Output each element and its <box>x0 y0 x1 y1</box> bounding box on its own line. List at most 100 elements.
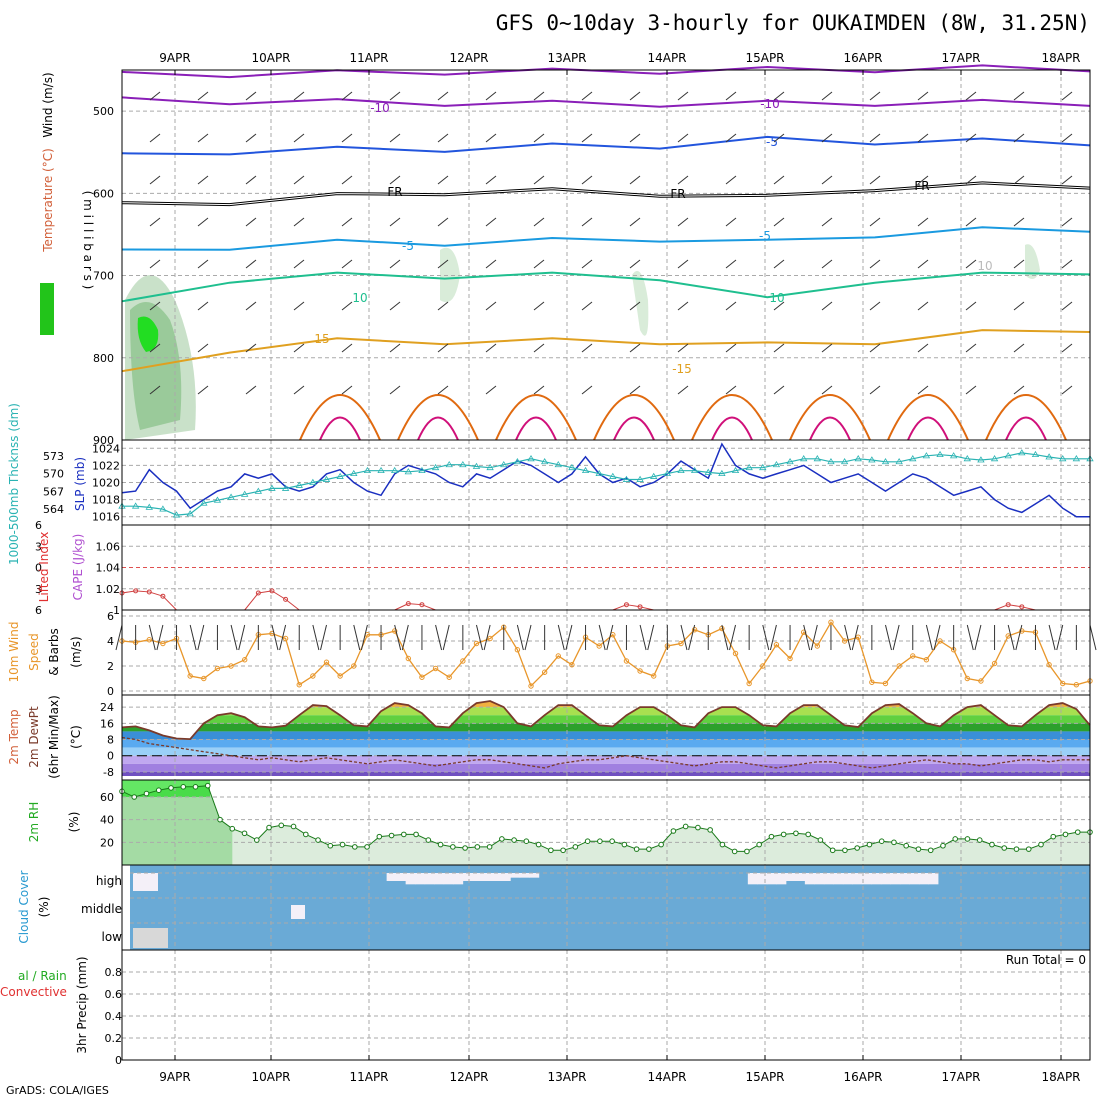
wind-barb <box>677 91 689 101</box>
wind-barb <box>629 301 641 311</box>
wind-barb <box>1061 301 1073 311</box>
cape-marker <box>419 602 425 608</box>
wind-barb-10m <box>1015 624 1023 651</box>
y-axis-label-wind-b: Speed <box>27 633 41 671</box>
cloud-high-gap <box>899 873 910 885</box>
y-tick-cape: 1.06 <box>96 540 121 553</box>
wind-barb <box>341 343 353 353</box>
date-label-bottom: 9APR <box>159 1070 190 1084</box>
rh-marker <box>315 837 321 843</box>
thick-marker <box>963 455 972 462</box>
wind-barb <box>581 259 593 269</box>
wind-barb-10m <box>639 624 647 651</box>
series-line-slp <box>121 442 1090 518</box>
wind-barb <box>293 343 305 353</box>
rh-marker <box>609 838 615 845</box>
wind-barb <box>1013 301 1025 311</box>
cape-marker <box>160 593 166 599</box>
cloud-high-gap <box>491 873 502 881</box>
wind-barb <box>437 217 449 227</box>
wind-barb <box>389 259 401 269</box>
thick-marker <box>254 487 263 494</box>
cape-marker <box>623 602 629 608</box>
wind-barb <box>581 175 593 185</box>
thick-marker <box>650 472 658 479</box>
wind-barb <box>677 343 689 353</box>
cape-line <box>394 603 409 611</box>
wind-barb <box>149 175 161 185</box>
wind-barb-10m <box>769 624 777 651</box>
rh-marker <box>401 831 407 838</box>
wind-barb-10m <box>974 624 982 651</box>
temp-band <box>122 707 1090 716</box>
thick-marker <box>922 452 931 459</box>
wind-speed-marker <box>869 679 875 685</box>
wind-speed-marker <box>732 650 739 657</box>
wind-barb <box>485 91 497 101</box>
rh-marker <box>168 785 174 791</box>
y-tick-cape: 1.02 <box>96 583 121 596</box>
wind-speed-marker <box>760 663 766 669</box>
rh-marker <box>682 823 689 830</box>
contour-label: -5 <box>402 239 414 253</box>
rh-marker <box>927 847 934 854</box>
wind-barb <box>437 175 449 185</box>
cloud-high-gap <box>396 873 407 881</box>
wind-barb <box>197 175 209 185</box>
wind-barb <box>965 301 977 311</box>
cloud-row-label: low <box>102 930 123 944</box>
temp-band <box>122 731 1090 740</box>
wind-barb <box>773 133 785 143</box>
date-label-top: 16APR <box>843 51 882 65</box>
y-tick-upper: 800 <box>93 352 114 365</box>
wind-barb <box>245 133 257 143</box>
rh-marker <box>290 823 297 830</box>
rh-marker <box>964 836 971 842</box>
wind-barb <box>1013 259 1025 269</box>
rh-marker <box>646 846 652 852</box>
rh-shade <box>1025 244 1040 279</box>
wind-barb-10m <box>885 624 892 651</box>
y-tick-slp: 1024 <box>92 442 120 455</box>
wind-barb <box>677 385 689 395</box>
rh-area-high <box>122 785 233 865</box>
wind-barb <box>581 343 593 353</box>
wind-barb-10m <box>271 624 279 651</box>
thick-marker <box>799 455 808 462</box>
wind-speed-marker <box>337 673 343 679</box>
wind-barb-10m <box>729 624 737 651</box>
run-total-label: Run Total = 0 <box>1006 953 1086 967</box>
wind-speed-marker <box>828 619 834 625</box>
wind-barb <box>1061 175 1073 185</box>
rh-shade <box>632 270 649 336</box>
rh-marker <box>560 847 566 854</box>
wind-barb <box>245 217 257 227</box>
rh-marker <box>744 848 750 855</box>
wind-barb <box>773 91 785 101</box>
wind-speed-marker <box>1046 662 1052 668</box>
isotherm-line <box>515 416 557 441</box>
y-tick-rh: 20 <box>100 836 114 849</box>
wind-barb-10m <box>401 624 409 651</box>
cloud-high-gap <box>529 873 540 878</box>
wind-barb-10m <box>721 624 729 651</box>
contour-label: -5 <box>766 135 778 149</box>
y-tick-precip: 0.4 <box>105 1010 123 1023</box>
wind-speed-marker <box>214 665 221 672</box>
wind-speed-marker <box>1019 628 1025 634</box>
thick-marker <box>459 460 467 468</box>
wind-barb <box>917 301 929 311</box>
isotherm-line <box>691 394 773 441</box>
isotherm-line <box>711 416 753 441</box>
wind-barb <box>1061 343 1073 353</box>
rh-marker <box>327 842 334 849</box>
temp-band <box>122 755 1090 764</box>
thick-marker <box>731 466 740 474</box>
cloud-low-fill <box>133 928 168 948</box>
wind-speed-marker <box>487 635 493 642</box>
thick-marker <box>363 466 372 474</box>
thick-marker <box>268 484 276 491</box>
rh-marker <box>339 841 346 848</box>
wind-barb <box>485 343 497 353</box>
wind-speed-marker <box>596 643 602 649</box>
